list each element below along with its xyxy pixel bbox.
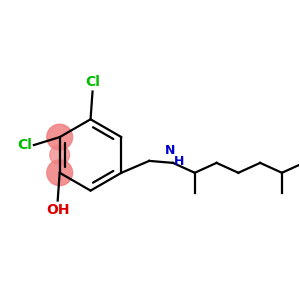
Text: OH: OH (46, 203, 69, 218)
Circle shape (47, 160, 73, 186)
Circle shape (47, 124, 73, 150)
Text: Cl: Cl (17, 138, 32, 152)
Text: H: H (174, 155, 184, 168)
Circle shape (50, 145, 70, 165)
Text: Cl: Cl (85, 75, 100, 88)
Text: N: N (165, 144, 175, 157)
